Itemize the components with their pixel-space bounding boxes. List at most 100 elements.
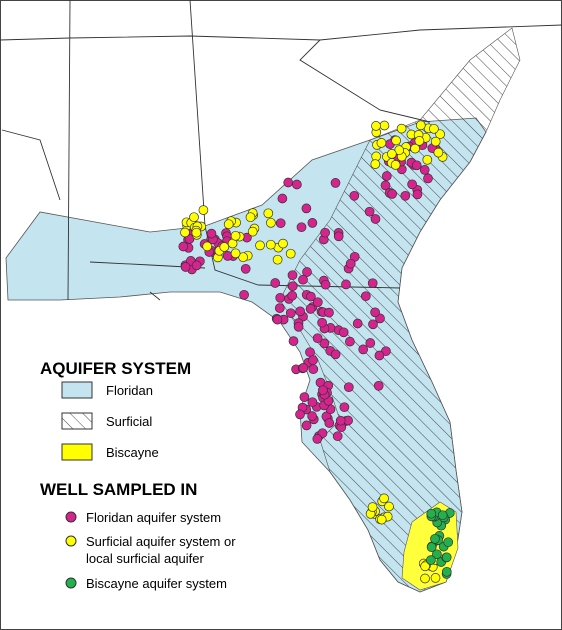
legend: AQUIFER SYSTEM Floridan Surficial Biscay…	[40, 359, 236, 591]
well-point	[441, 552, 452, 563]
well-point	[240, 263, 251, 274]
well-point	[287, 290, 298, 301]
well-point	[302, 267, 312, 277]
well-point	[295, 409, 305, 420]
well-point	[430, 533, 440, 544]
well-point	[312, 434, 323, 444]
well-point	[295, 306, 305, 317]
well-point	[301, 203, 312, 214]
well-point	[288, 336, 299, 346]
well-point	[429, 123, 439, 134]
well-point	[435, 129, 445, 140]
well-point	[370, 159, 381, 169]
well-point	[307, 218, 318, 228]
well-point	[433, 147, 444, 158]
well-point	[423, 173, 433, 184]
well-point	[305, 304, 316, 314]
well-point	[338, 327, 349, 338]
swatch-biscayne	[61, 443, 93, 461]
well-point	[292, 179, 302, 190]
well-point	[319, 338, 330, 349]
well-point	[360, 291, 371, 302]
legend-title: AQUIFER SYSTEM	[40, 359, 191, 378]
well-point	[275, 292, 286, 303]
dot-surficial	[65, 535, 77, 547]
well-point	[320, 279, 331, 290]
well-point	[420, 561, 430, 572]
well-point	[299, 392, 310, 402]
well-point	[277, 193, 288, 204]
well-point	[358, 344, 369, 355]
well-point	[238, 252, 248, 263]
well-point	[330, 178, 341, 188]
well-point	[239, 289, 249, 300]
well-point	[422, 154, 433, 165]
well-point	[317, 317, 327, 328]
well-point	[410, 143, 420, 154]
well-point	[371, 121, 381, 131]
well-point	[376, 514, 387, 525]
well-point	[432, 549, 442, 560]
well-point	[332, 431, 343, 442]
well-point	[333, 231, 344, 242]
well-point	[324, 418, 335, 428]
well-point	[335, 415, 346, 426]
well-point	[230, 230, 241, 241]
well-point	[247, 226, 258, 237]
well-point	[437, 510, 448, 521]
well-point	[411, 160, 422, 171]
well-point	[287, 281, 298, 292]
well-point	[324, 307, 334, 318]
well-point	[374, 350, 385, 361]
well-point	[376, 138, 387, 148]
well-point	[426, 542, 437, 553]
well-point	[441, 566, 452, 577]
well-point	[301, 420, 312, 431]
legend-item: Biscayne	[106, 445, 159, 460]
well-point	[370, 307, 380, 318]
well-point	[373, 380, 384, 391]
well-point	[180, 262, 191, 272]
well-point	[412, 189, 423, 200]
well-point	[191, 260, 202, 271]
well-point	[255, 240, 265, 251]
well-point	[370, 214, 381, 224]
well-point	[272, 314, 283, 325]
well-point	[345, 336, 355, 347]
well-point	[367, 278, 378, 289]
well-point	[345, 258, 356, 269]
well-point	[293, 321, 304, 332]
well-point	[430, 136, 441, 147]
well-point	[379, 120, 390, 131]
well-point	[266, 217, 276, 228]
well-point	[230, 248, 241, 259]
well-point	[368, 319, 378, 330]
well-point	[367, 502, 378, 512]
well-point	[349, 190, 360, 201]
well-point	[285, 308, 296, 319]
well-point	[330, 349, 341, 360]
well-point	[312, 297, 323, 308]
well-point	[180, 227, 190, 238]
well-point	[202, 241, 213, 252]
legend-item: Surficial aquifer system or	[86, 534, 236, 549]
well-point	[296, 222, 307, 233]
well-point	[285, 248, 296, 259]
well-point	[198, 205, 209, 215]
well-point	[419, 165, 430, 175]
well-point	[396, 123, 407, 134]
well-point	[381, 171, 392, 181]
well-point	[308, 364, 319, 375]
legend-item: Biscayne aquifer system	[86, 576, 227, 591]
well-point	[387, 189, 398, 199]
swatch-surficial	[61, 412, 93, 430]
well-point	[420, 573, 430, 584]
well-point	[343, 382, 354, 393]
legend-item: Surficial	[106, 414, 152, 429]
well-point	[265, 239, 276, 250]
well-point	[308, 355, 318, 366]
well-point	[379, 493, 389, 504]
dot-floridan	[65, 511, 77, 523]
well-point	[274, 303, 285, 313]
